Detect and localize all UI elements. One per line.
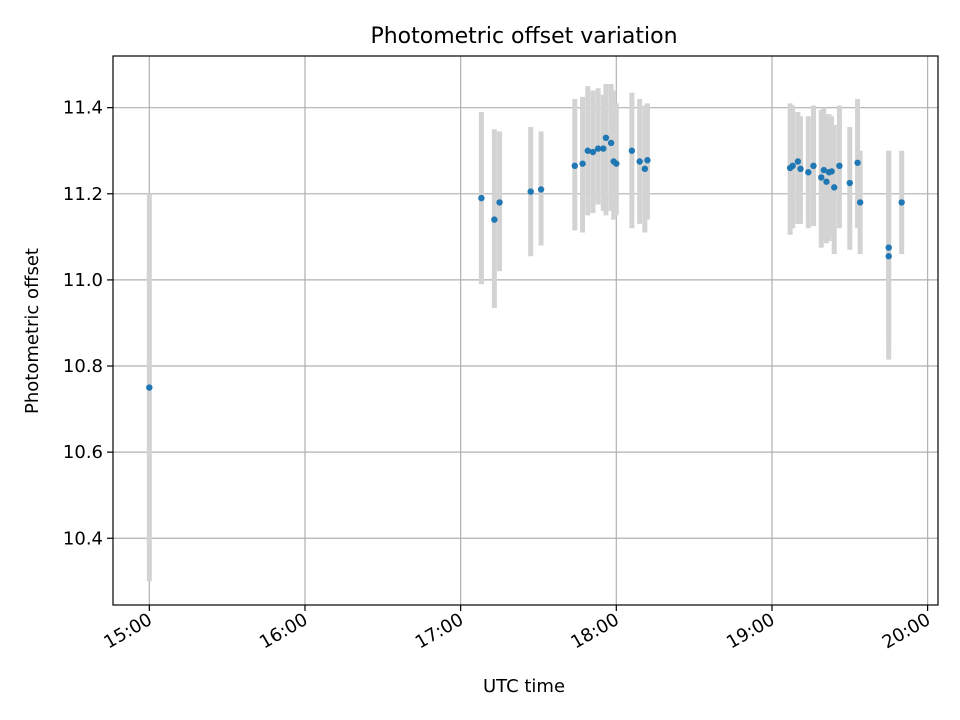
data-point <box>579 160 586 167</box>
data-point <box>607 139 615 147</box>
data-point <box>594 145 602 152</box>
data-point <box>491 216 498 223</box>
data-point <box>613 160 620 167</box>
data-point <box>885 244 892 251</box>
data-point <box>831 184 838 191</box>
y-tick-label: 11.4 <box>63 98 103 119</box>
data-point <box>636 158 643 165</box>
y-tick-label: 10.4 <box>63 528 103 549</box>
data-point <box>823 178 830 185</box>
data-point <box>797 165 804 173</box>
data-points <box>146 134 905 391</box>
data-point <box>794 158 802 165</box>
data-point <box>571 162 578 169</box>
data-point <box>628 147 636 154</box>
data-point <box>589 148 597 156</box>
data-point <box>856 199 864 206</box>
data-point <box>584 147 591 154</box>
data-point <box>820 166 828 174</box>
y-tick-label: 11.0 <box>63 270 103 291</box>
y-axis-label: Photometric offset <box>22 248 43 414</box>
data-point <box>836 162 843 169</box>
data-point <box>600 145 607 152</box>
data-point <box>805 169 812 176</box>
data-point <box>644 157 651 164</box>
data-point <box>828 168 835 175</box>
plot-frame <box>112 55 939 606</box>
data-point <box>496 199 503 206</box>
data-point <box>898 199 905 206</box>
chart-title: Photometric offset variation <box>370 24 677 49</box>
y-tick-label: 11.2 <box>63 184 103 205</box>
data-point <box>537 186 545 193</box>
data-point <box>846 179 853 187</box>
data-point <box>478 194 485 202</box>
x-axis-label: UTC time <box>483 676 565 697</box>
data-point <box>527 188 534 195</box>
y-tick-label: 10.6 <box>63 442 103 463</box>
data-point <box>854 159 861 166</box>
data-point <box>641 165 649 173</box>
data-point <box>789 162 796 169</box>
data-point <box>885 253 892 260</box>
data-point <box>146 384 153 391</box>
data-point <box>818 174 825 181</box>
data-point <box>602 134 610 142</box>
y-tick-label: 10.8 <box>63 356 103 377</box>
data-point <box>810 162 817 169</box>
